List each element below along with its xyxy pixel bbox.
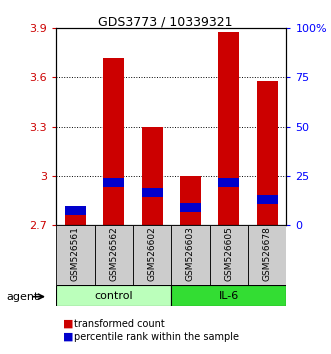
Bar (95, 225, 133, 285)
Text: GSM526562: GSM526562 (109, 226, 118, 281)
Bar (56, 225, 95, 285)
Text: GSM526602: GSM526602 (148, 226, 157, 281)
Text: transformed count: transformed count (74, 319, 165, 329)
Text: GSM526561: GSM526561 (71, 226, 80, 281)
Text: percentile rank within the sample: percentile rank within the sample (74, 332, 239, 342)
Bar (171, 285, 286, 306)
Text: IL-6: IL-6 (219, 291, 239, 301)
Bar (65, 206, 86, 215)
Bar (103, 178, 124, 187)
Bar (257, 194, 278, 204)
Bar (56, 285, 171, 306)
Bar (257, 81, 278, 225)
Text: GSM526603: GSM526603 (186, 226, 195, 281)
Text: ■: ■ (63, 319, 73, 329)
Text: GDS3773 / 10339321: GDS3773 / 10339321 (98, 16, 233, 29)
Bar (180, 176, 201, 225)
Bar (218, 32, 239, 225)
Bar (171, 225, 210, 285)
FancyArrowPatch shape (33, 294, 43, 299)
Bar (218, 178, 239, 187)
Text: control: control (94, 291, 133, 301)
Bar (65, 215, 86, 225)
Bar (133, 225, 171, 285)
Text: GSM526605: GSM526605 (224, 226, 233, 281)
Bar (103, 58, 124, 225)
Text: agent: agent (7, 292, 39, 302)
Bar (210, 225, 248, 285)
Bar (142, 126, 163, 225)
Bar (142, 188, 163, 197)
Bar (180, 203, 201, 212)
Text: ■: ■ (63, 332, 73, 342)
Text: GSM526678: GSM526678 (262, 226, 272, 281)
Bar (248, 225, 286, 285)
